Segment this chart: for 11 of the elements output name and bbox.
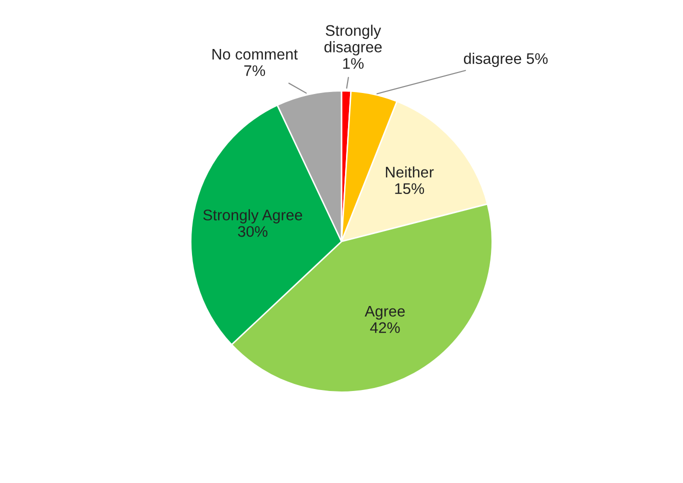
data-label: 30% bbox=[238, 226, 268, 237]
data-label: 7% bbox=[244, 65, 266, 76]
data-label: 15% bbox=[395, 183, 424, 194]
slice-label: Strongly disagree bbox=[324, 24, 382, 56]
data-label: 1% bbox=[343, 58, 364, 69]
category-label: disagree 5% bbox=[464, 52, 548, 68]
slice-label: No comment bbox=[212, 48, 298, 60]
data-label: 42% bbox=[370, 322, 400, 334]
slice-label: Agree bbox=[364, 306, 405, 320]
slice-label: Strongly Agree bbox=[203, 209, 302, 224]
slice-label: Neither bbox=[386, 166, 434, 178]
